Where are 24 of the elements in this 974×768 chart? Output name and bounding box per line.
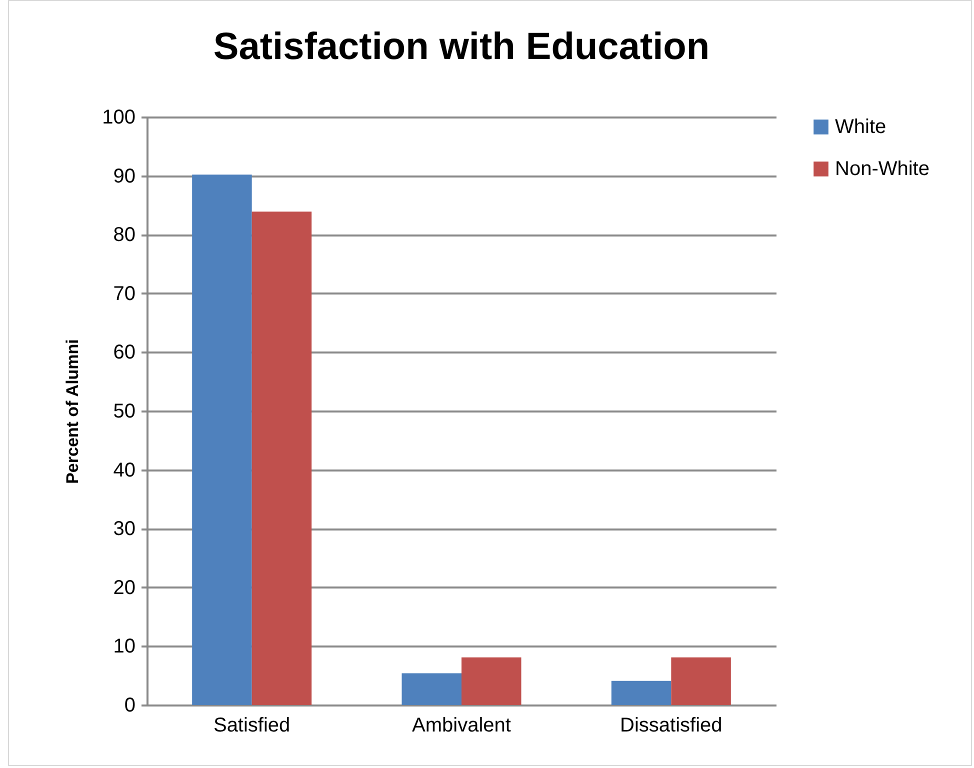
bar bbox=[671, 657, 731, 705]
x-tick-label: Ambivalent bbox=[412, 714, 512, 736]
bar bbox=[611, 680, 672, 705]
legend-label: White bbox=[835, 116, 886, 138]
y-tick-label: 20 bbox=[113, 576, 136, 599]
y-tick-label: 70 bbox=[113, 282, 136, 305]
y-tick-label: 0 bbox=[124, 694, 136, 716]
y-tick-label: 100 bbox=[102, 106, 136, 128]
bar bbox=[462, 657, 522, 705]
y-tick-label: 50 bbox=[113, 400, 136, 422]
x-tick-label: Dissatisfied bbox=[620, 714, 722, 736]
bar bbox=[402, 673, 462, 705]
bar bbox=[252, 212, 312, 705]
y-tick-label: 60 bbox=[113, 342, 136, 364]
bar bbox=[192, 174, 252, 705]
y-tick-label: 10 bbox=[113, 636, 136, 658]
chart-title: Satisfaction with Education bbox=[213, 26, 710, 68]
y-axis-title: Percent of Alumni bbox=[63, 339, 82, 484]
y-tick-label: 40 bbox=[113, 459, 136, 482]
x-tick-label: Satisfied bbox=[213, 714, 290, 736]
y-tick-label: 90 bbox=[113, 165, 136, 188]
legend-label: Non-White bbox=[835, 158, 930, 180]
y-tick-label: 30 bbox=[113, 518, 136, 540]
y-tick-label: 80 bbox=[113, 224, 136, 246]
